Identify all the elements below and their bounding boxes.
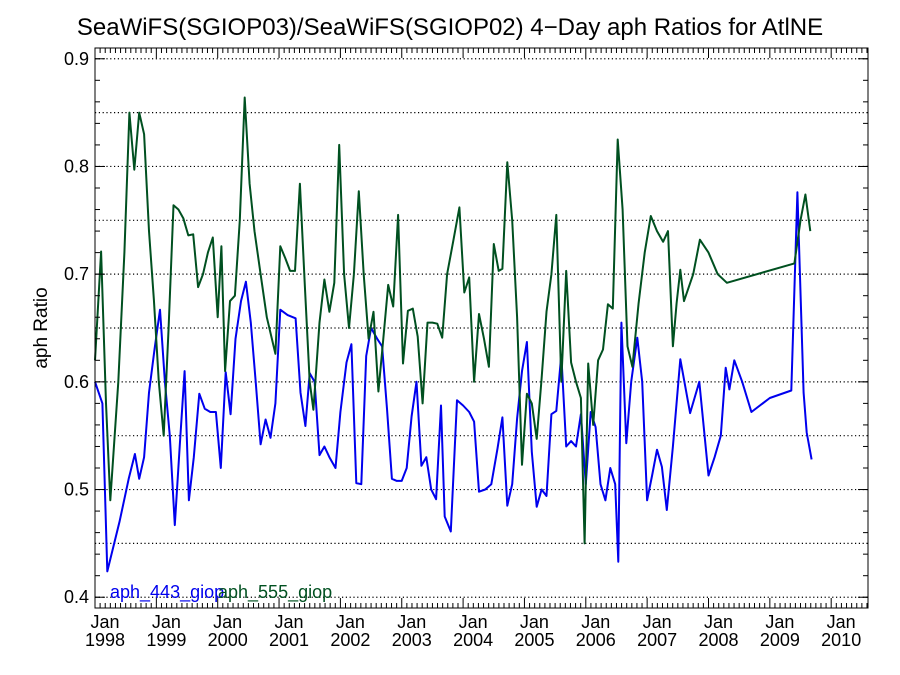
x-tick-month-label: Jan <box>213 612 242 632</box>
x-tick-month-label: Jan <box>704 612 733 632</box>
y-tick-label: 0.9 <box>64 49 89 69</box>
legend-item-aph_555_giop: aph_555_giop <box>218 582 332 603</box>
series-layer <box>94 96 813 573</box>
x-tick-month-label: Jan <box>336 612 365 632</box>
x-tick-year-label: 2000 <box>208 630 248 650</box>
x-tick-year-label: 1998 <box>85 630 125 650</box>
x-tick-year-label: 1999 <box>146 630 186 650</box>
x-tick-month-label: Jan <box>397 612 426 632</box>
x-tick-year-label: 2010 <box>821 630 861 650</box>
x-tick-year-label: 2003 <box>392 630 432 650</box>
x-tick-year-label: 2009 <box>760 630 800 650</box>
y-tick-label: 0.8 <box>64 156 89 176</box>
x-tick-year-label: 2001 <box>269 630 309 650</box>
x-tick-month-label: Jan <box>581 612 610 632</box>
x-tick-month-label: Jan <box>643 612 672 632</box>
x-tick-year-label: 2004 <box>453 630 493 650</box>
y-tick-label: 0.5 <box>64 480 89 500</box>
x-tick-month-label: Jan <box>520 612 549 632</box>
x-tick-month-label: Jan <box>827 612 856 632</box>
y-axis-label: aph Ratio <box>31 287 52 368</box>
y-tick-label: 0.7 <box>64 264 89 284</box>
axis-ticks: 0.40.50.60.70.80.9Jan1998Jan1999Jan2000J… <box>64 48 868 650</box>
x-tick-year-label: 2002 <box>330 630 370 650</box>
x-tick-year-label: 2005 <box>514 630 554 650</box>
x-tick-year-label: 2007 <box>637 630 677 650</box>
x-tick-month-label: Jan <box>152 612 181 632</box>
x-tick-month-label: Jan <box>765 612 794 632</box>
plot-frame <box>94 47 869 609</box>
x-tick-month-label: Jan <box>275 612 304 632</box>
x-tick-month-label: Jan <box>90 612 119 632</box>
y-tick-label: 0.6 <box>64 372 89 392</box>
x-tick-year-label: 2008 <box>698 630 738 650</box>
legend-item-aph_443_giop: aph_443_giop <box>110 582 224 603</box>
y-tick-label: 0.4 <box>64 587 89 607</box>
x-tick-year-label: 2006 <box>576 630 616 650</box>
series-line-aph_555_giop <box>94 96 812 545</box>
series-line-aph_443_giop <box>94 191 813 573</box>
x-tick-month-label: Jan <box>459 612 488 632</box>
chart-title: SeaWiFS(SGIOP03)/SeaWiFS(SGIOP02) 4−Day … <box>76 14 824 41</box>
